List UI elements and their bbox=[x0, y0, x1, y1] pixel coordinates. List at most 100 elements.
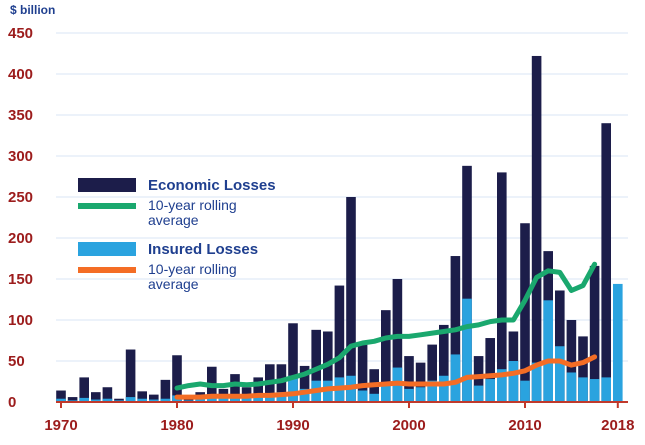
economic-loss-bar bbox=[311, 329, 321, 402]
economic-loss-bar bbox=[346, 197, 356, 402]
legend-insured-label: Insured Losses bbox=[148, 241, 258, 258]
insured-loss-bar bbox=[601, 377, 611, 402]
economic-loss-bar bbox=[520, 223, 530, 402]
insured-loss-bar bbox=[149, 399, 159, 402]
economic-loss-bar bbox=[172, 355, 182, 402]
legend-insured-swatch bbox=[78, 242, 136, 256]
insured-loss-bar bbox=[288, 375, 298, 402]
y-axis: 0 50 100 150 200 250 300 350 400 450 bbox=[8, 25, 33, 411]
legend-economic-swatch bbox=[78, 178, 136, 192]
economic-loss-bar bbox=[485, 338, 495, 402]
economic-loss-bar bbox=[230, 374, 240, 402]
x-tick-label: 2010 bbox=[508, 417, 541, 434]
economic-loss-bar bbox=[253, 377, 263, 402]
insured-loss-bar bbox=[485, 379, 495, 402]
insured-loss-bar bbox=[369, 393, 379, 402]
economic-loss-bar bbox=[566, 320, 577, 402]
x-tick-label: 1980 bbox=[160, 417, 193, 434]
insured-loss-bar bbox=[462, 298, 472, 402]
economic-loss-bar bbox=[439, 324, 449, 402]
y-tick-label: 400 bbox=[8, 66, 33, 83]
insured-loss-bar bbox=[357, 390, 368, 402]
x-tick-label: 2000 bbox=[392, 417, 425, 434]
legend-economic-avg-sub: average bbox=[148, 212, 199, 228]
insured-loss-bar bbox=[125, 397, 136, 402]
insured-loss-bar bbox=[578, 377, 588, 402]
gridlines bbox=[56, 32, 628, 362]
insured-loss-bar bbox=[299, 388, 310, 402]
legend-insured-avg-sub: average bbox=[148, 276, 199, 292]
economic-loss-bar bbox=[56, 390, 66, 402]
insured-loss-bar bbox=[137, 398, 147, 402]
y-tick-label: 150 bbox=[8, 271, 33, 288]
insured-rolling-average-line bbox=[174, 354, 598, 400]
insured-loss-bar bbox=[520, 380, 530, 402]
legend-insured-avg-label: 10-year rolling bbox=[148, 261, 237, 277]
legend-economic-avg-label: 10-year rolling bbox=[148, 197, 237, 213]
rolling-average-lines bbox=[174, 261, 598, 400]
economic-loss-bar bbox=[102, 387, 113, 402]
insured-loss-bar bbox=[381, 385, 391, 402]
economic-loss-bar bbox=[578, 336, 588, 402]
insured-loss-bar bbox=[56, 398, 66, 402]
y-tick-label: 200 bbox=[8, 230, 33, 247]
economic-rolling-average-line bbox=[174, 261, 598, 391]
y-tick-label: 300 bbox=[8, 148, 33, 165]
economic-loss-bar bbox=[357, 344, 368, 402]
insured-loss-bar bbox=[218, 397, 229, 402]
insured-loss-bar bbox=[497, 369, 507, 402]
insured-loss-bar bbox=[439, 375, 449, 402]
economic-loss-bar bbox=[427, 344, 437, 402]
insured-loss-bar bbox=[404, 388, 414, 402]
economic-loss-bar bbox=[160, 379, 171, 402]
economic-loss-bar bbox=[288, 323, 298, 402]
insured-loss-bar bbox=[427, 380, 437, 402]
insured-loss-bar bbox=[531, 362, 542, 402]
y-tick-label: 450 bbox=[8, 25, 33, 42]
y-tick-label: 100 bbox=[8, 312, 33, 329]
economic-loss-bar bbox=[91, 392, 101, 402]
x-tick-label: 1990 bbox=[276, 417, 309, 434]
insured-loss-bar bbox=[613, 283, 623, 402]
x-axis: 1970 1980 1990 2000 2010 2018 bbox=[44, 401, 634, 434]
insured-loss-bar bbox=[253, 395, 263, 402]
y-tick-label: 250 bbox=[8, 189, 33, 206]
insured-loss-bar bbox=[473, 385, 484, 402]
insured-loss-bar bbox=[102, 398, 113, 402]
economic-loss-bar bbox=[404, 356, 414, 402]
insured-loss-bar bbox=[195, 398, 205, 402]
economic-loss-bar bbox=[589, 265, 600, 402]
economic-loss-bar bbox=[334, 285, 345, 402]
insured-loss-bar bbox=[415, 387, 426, 402]
legend: Economic Losses 10-year rolling average … bbox=[78, 177, 276, 292]
economic-loss-bar bbox=[531, 55, 542, 403]
x-tick-label: 2018 bbox=[601, 417, 634, 434]
insured-loss-bar bbox=[160, 398, 171, 402]
economic-loss-bar bbox=[497, 172, 507, 402]
y-tick-label: 50 bbox=[8, 353, 25, 370]
economic-loss-bar bbox=[67, 397, 78, 402]
economic-loss-bar bbox=[79, 377, 89, 402]
x-tick-label: 1970 bbox=[44, 417, 77, 434]
legend-economic-label: Economic Losses bbox=[148, 177, 276, 194]
economic-loss-bar bbox=[149, 394, 159, 402]
economic-loss-bar bbox=[299, 365, 310, 402]
insured-loss-bar bbox=[241, 397, 252, 402]
economic-loss-bar bbox=[462, 165, 472, 402]
insured-loss-bar bbox=[79, 397, 89, 402]
economic-loss-bar bbox=[601, 123, 611, 402]
insured-loss-bar bbox=[91, 399, 101, 402]
insured-loss-bar bbox=[508, 361, 519, 402]
economic-loss-bar bbox=[381, 310, 391, 402]
economic-loss-bar bbox=[137, 391, 147, 402]
insured-loss-bar bbox=[566, 372, 577, 402]
insured-loss-bar bbox=[450, 354, 461, 402]
bars bbox=[56, 55, 623, 403]
unit-label: $ billion bbox=[10, 3, 55, 17]
insured-loss-bar bbox=[555, 346, 565, 402]
insured-loss-bar bbox=[543, 300, 553, 402]
y-tick-label: 350 bbox=[8, 107, 33, 124]
economic-loss-bar bbox=[392, 279, 403, 402]
insured-loss-bar bbox=[589, 379, 600, 402]
